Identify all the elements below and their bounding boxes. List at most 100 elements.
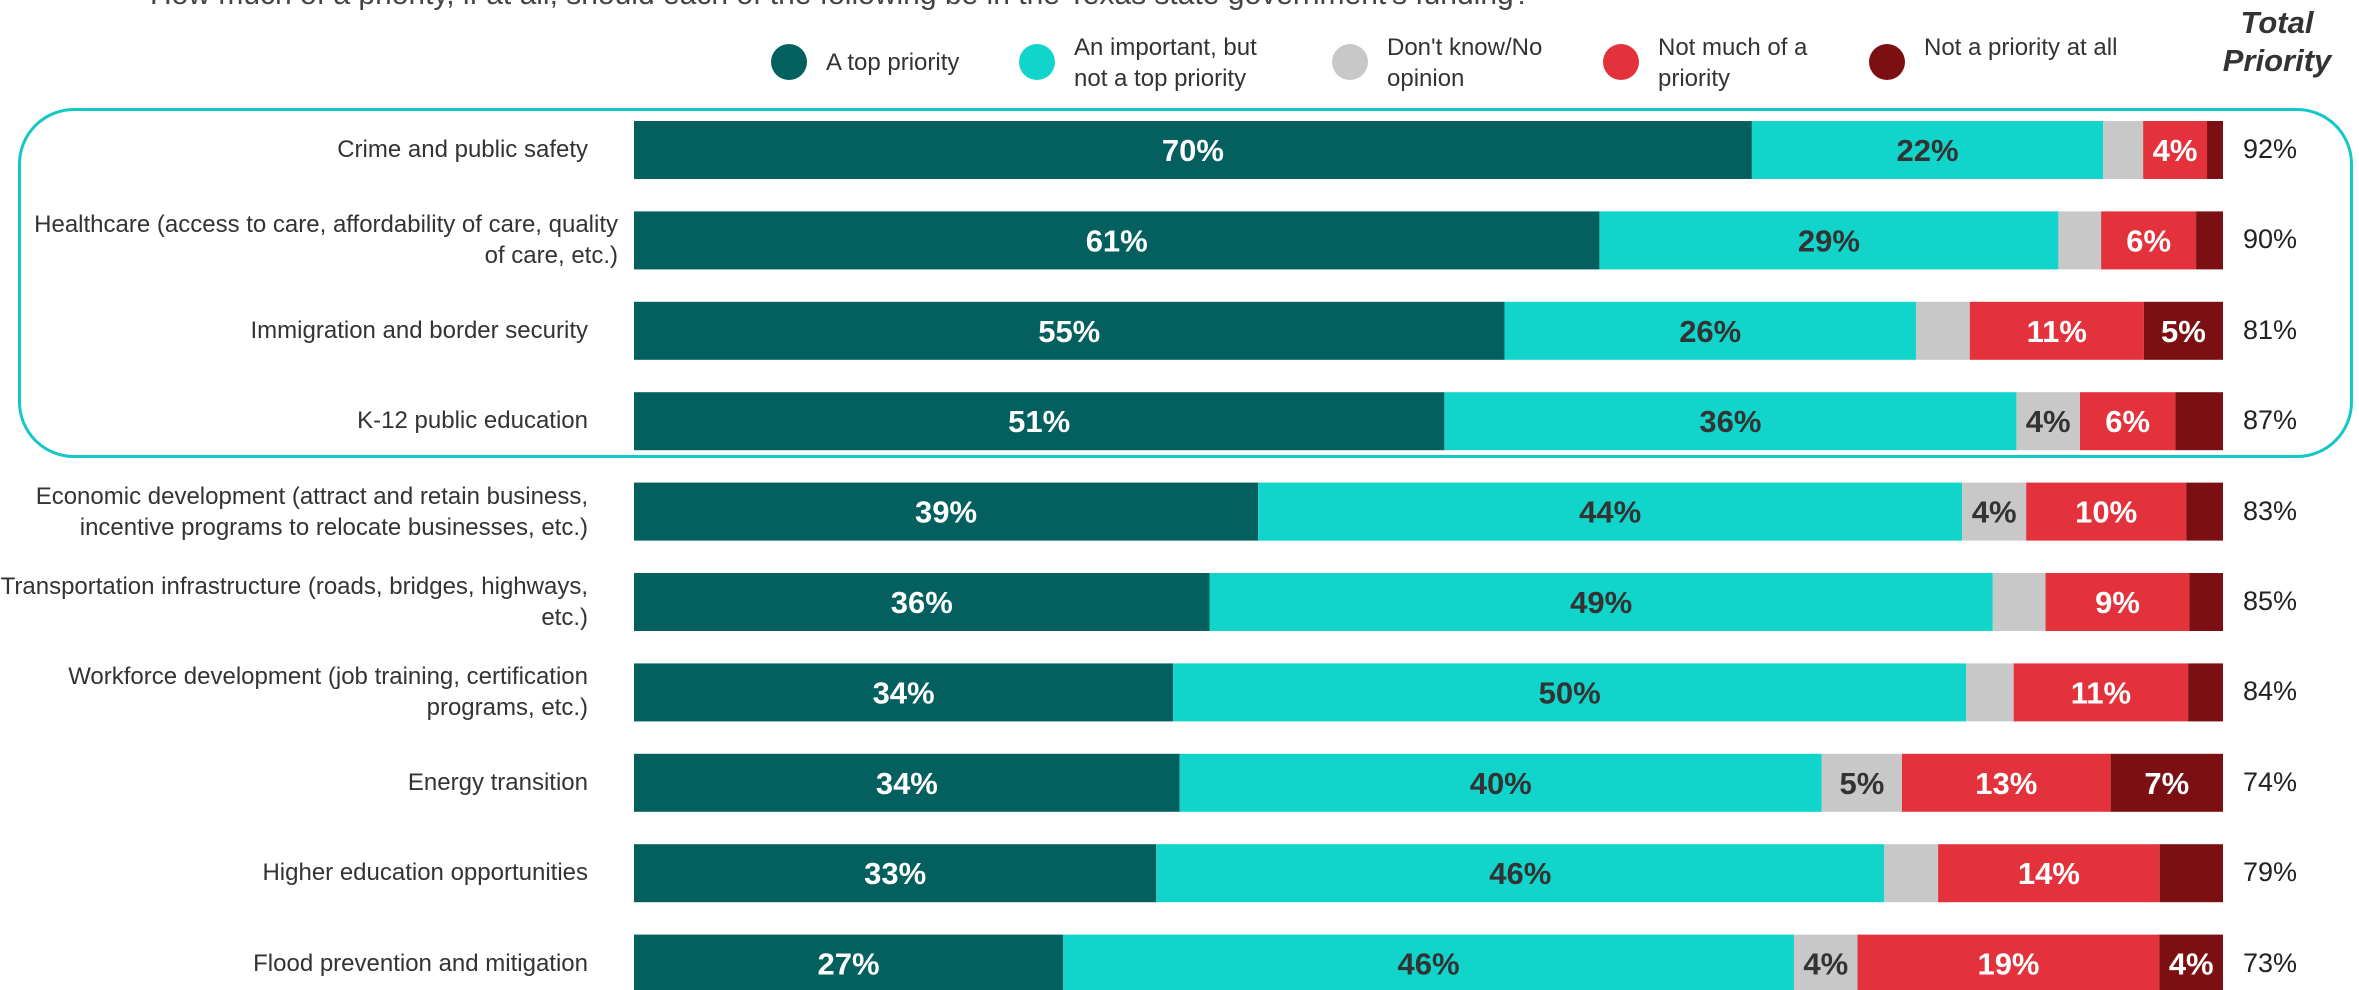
total-priority-header: Total Priority [2222, 5, 2332, 78]
total-priority-value: 90% [2242, 224, 2298, 255]
bar-segment [1901, 753, 2111, 812]
bar-segment [2013, 663, 2189, 722]
bar-data-label: 14% [2018, 856, 2080, 891]
bar-data-label: 9% [2095, 585, 2140, 620]
bar-segment [634, 844, 1157, 903]
bar-data-label: 26% [1679, 314, 1741, 349]
bar-segment [1156, 844, 1885, 903]
bar-segment [2159, 934, 2223, 990]
bar-data-label: 29% [1798, 223, 1860, 258]
bar-segment [1992, 573, 2046, 631]
bar-segment [1444, 392, 2017, 451]
legend-label: Don't know/No opinion [1387, 34, 1543, 92]
total-priority-value: 81% [2242, 314, 2298, 345]
bar-data-label: 10% [2075, 495, 2137, 530]
bar-data-label: 49% [1570, 585, 1632, 620]
bar-segment [1857, 934, 2160, 990]
bar-data-label: 55% [1038, 314, 1100, 349]
bar-segment [2159, 844, 2223, 903]
bar-data-label: 4% [1803, 947, 1848, 982]
bar-segment [634, 663, 1174, 722]
category-label: Energy transition [407, 768, 588, 796]
bar-segment [2188, 663, 2223, 722]
bar-data-label: 34% [876, 766, 938, 801]
top-four-highlight-box [18, 108, 2353, 458]
bar-segment [2045, 573, 2190, 631]
total-priority-value: 73% [2242, 947, 2298, 978]
bar-data-label: 34% [873, 675, 935, 710]
legend-swatch-icon [1603, 44, 1639, 80]
bar-segment [2186, 482, 2223, 541]
legend-label: Not much of a priority [1658, 34, 1808, 92]
bar-segment [634, 301, 1505, 360]
bar-segment [2103, 121, 2144, 179]
bar-segment [634, 753, 1180, 812]
bar-segment [1962, 482, 2027, 541]
bar-data-label: 51% [1008, 404, 1070, 439]
bar-data-label: 6% [2126, 223, 2171, 258]
total-priority-value: 74% [2242, 766, 2298, 797]
bar-segment [2143, 301, 2223, 360]
bar-data-label: 5% [1839, 766, 1884, 801]
category-label: Flood prevention and mitigation [253, 949, 588, 977]
bar-data-label: 5% [2161, 314, 2206, 349]
bar-segment [634, 211, 1600, 270]
bar-segment [2175, 392, 2223, 451]
bar-data-label: 4% [2026, 404, 2071, 439]
legend-swatch-icon [1332, 44, 1368, 80]
bar-segment [634, 392, 1445, 451]
bar-data-label: 7% [2144, 766, 2189, 801]
bar-data-label: 50% [1539, 675, 1601, 710]
bar-segment [2016, 392, 2080, 451]
legend-swatch-icon [771, 44, 807, 80]
bar-segment [634, 482, 1259, 541]
total-priority-value: 84% [2242, 676, 2298, 707]
bar-segment [1599, 211, 2059, 270]
category-label: Transportation infrastructure (roads, br… [0, 573, 588, 631]
total-priority-value: 85% [2242, 586, 2298, 616]
bar-segment [2196, 211, 2223, 270]
category-label: Workforce development (job training, cer… [68, 663, 588, 722]
bar-segment [634, 934, 1064, 990]
legend-label: A top priority [826, 49, 960, 76]
bar-segment [1793, 934, 1858, 990]
bar-segment [1884, 844, 1939, 903]
bar-data-label: 36% [891, 585, 953, 620]
bar-data-label: 6% [2105, 404, 2150, 439]
category-label: Economic development (attract and retain… [35, 482, 588, 541]
category-label: K-12 public education [357, 407, 588, 435]
bar-data-label: 39% [915, 495, 977, 530]
bar-data-label: 19% [1977, 947, 2039, 982]
bar-data-label: 22% [1897, 133, 1959, 168]
bar-data-label: 11% [2027, 314, 2087, 349]
bar-segment [1821, 753, 1902, 812]
bar-segment [2079, 392, 2176, 451]
bar-segment [1209, 573, 1993, 631]
bar-data-label: 4% [2169, 947, 2214, 982]
bar-data-label: 11% [2071, 675, 2131, 710]
bar-data-label: 33% [864, 856, 926, 891]
bar-data-label: 44% [1579, 495, 1641, 530]
total-priority-value: 87% [2242, 405, 2298, 436]
bar-data-label: 4% [2153, 133, 2198, 168]
legend-swatch-icon [1019, 44, 1055, 80]
bar-data-label: 13% [1975, 766, 2037, 801]
bar-segment [2110, 753, 2223, 812]
bar-segment [1915, 301, 1970, 360]
bar-segment [1258, 482, 1963, 541]
bar-data-label: 61% [1086, 223, 1148, 258]
bar-data-label: 4% [1972, 495, 2017, 530]
survey-question: How much of a priority, if at all, shoul… [150, 0, 1530, 12]
category-label: Higher education opportunities [262, 859, 588, 887]
bar-segment [2101, 211, 2197, 270]
bar-segment [1966, 663, 2014, 722]
bar-segment [1063, 934, 1794, 990]
bar-segment [2189, 573, 2223, 631]
bar-segment [1173, 663, 1967, 722]
category-label: Crime and public safety [337, 136, 588, 163]
bar-segment [634, 573, 1210, 631]
bar-data-label: 46% [1397, 947, 1459, 982]
bar-segment [1179, 753, 1822, 812]
bar-data-label: 27% [817, 947, 879, 982]
